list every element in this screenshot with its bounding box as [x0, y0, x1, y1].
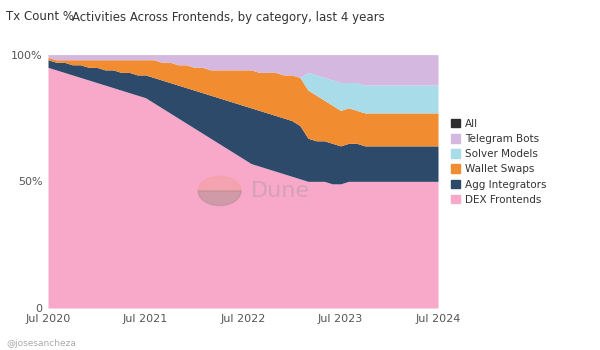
Text: @josesancheza: @josesancheza: [6, 339, 76, 348]
Text: Tx Count %: Tx Count %: [6, 10, 74, 23]
Wedge shape: [198, 191, 241, 205]
Wedge shape: [198, 176, 241, 191]
Legend: All, Telegram Bots, Solver Models, Wallet Swaps, Agg Integrators, DEX Frontends: All, Telegram Bots, Solver Models, Walle…: [447, 114, 550, 209]
Text: Dune: Dune: [251, 181, 310, 201]
Text: Activities Across Frontends, by category, last 4 years: Activities Across Frontends, by category…: [72, 10, 385, 23]
